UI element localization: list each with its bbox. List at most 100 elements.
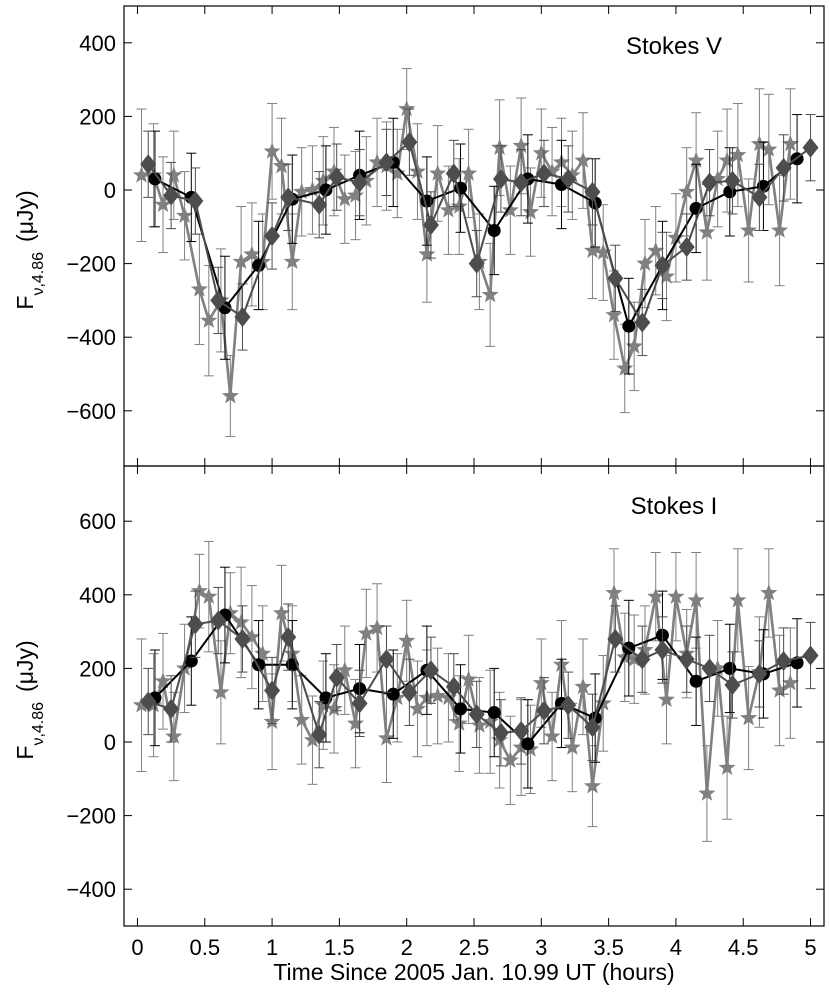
stokes-v-panel: −600 −400 −200 0 200 400 Stokes V: [66, 5, 825, 467]
data-point-diamond: [210, 610, 227, 631]
data-point-diamond: [140, 154, 157, 175]
data-point-star: [760, 584, 778, 601]
data-point-star: [771, 221, 789, 238]
y-tick-label: −400: [66, 325, 116, 350]
data-point-star: [605, 584, 623, 601]
data-point-diamond: [775, 651, 792, 672]
data-point-star: [272, 604, 291, 621]
data-point-star: [429, 687, 447, 704]
y-tick-label: −600: [66, 399, 116, 424]
data-point-circle: [689, 674, 703, 688]
data-point-star: [263, 142, 281, 159]
plot-area: [132, 68, 819, 438]
data-point-star: [574, 677, 592, 695]
data-point-diamond: [280, 187, 297, 208]
data-point-star: [532, 144, 550, 161]
data-point-star: [336, 190, 354, 207]
data-point-star: [325, 699, 343, 717]
data-point-circle: [622, 319, 636, 333]
data-point-star: [657, 267, 676, 284]
data-point-diamond: [445, 676, 462, 697]
data-point-diamond: [492, 168, 509, 189]
data-point-star: [781, 135, 799, 152]
data-point-star: [667, 228, 685, 246]
data-point-diamond: [536, 700, 552, 721]
x-axis-label: Time Since 2005 Jan. 10.99 UT (hours): [273, 959, 674, 985]
data-point-circle: [148, 172, 162, 186]
data-point-diamond: [401, 682, 418, 703]
data-point-diamond: [607, 268, 624, 289]
data-point-circle: [454, 702, 468, 716]
data-point-star: [272, 157, 291, 174]
data-point-diamond: [264, 680, 281, 701]
data-point-star: [543, 727, 561, 744]
y-axis-label-top: Fν,4.86 (μJy): [12, 190, 47, 309]
y-axis-label-sub: ν,4.86: [30, 702, 47, 746]
data-point-diamond: [328, 667, 345, 688]
stokes-i-panel: −400 −200 0 200 400 600 0 0.5 1 1.5 2 2.5 3 3.5 4 4.5 5 S…: [66, 465, 825, 960]
y-axis-label-unit: (μJy): [12, 640, 38, 692]
data-point-star: [200, 587, 218, 604]
data-point-star: [418, 245, 436, 262]
x-tick-label: 4: [670, 935, 682, 960]
data-point-star: [501, 201, 519, 218]
data-point-star: [481, 285, 499, 303]
data-point-star: [532, 674, 550, 691]
data-point-diamond: [163, 185, 180, 206]
data-point-diamond: [634, 312, 651, 333]
series-diamond: [140, 108, 819, 357]
x-tick-label: 5: [804, 935, 816, 960]
data-point-star: [563, 738, 581, 755]
data-point-circle: [386, 687, 400, 701]
data-point-diamond: [560, 168, 577, 189]
data-point-star: [636, 254, 654, 271]
data-point-star: [460, 670, 478, 687]
data-point-star: [368, 618, 386, 636]
data-point-star: [347, 186, 365, 203]
data-point-diamond: [311, 194, 328, 215]
data-point-star: [293, 182, 311, 200]
y-tick-label: 0: [104, 178, 116, 203]
data-point-diamond: [378, 649, 395, 670]
data-point-star: [470, 716, 488, 733]
data-point-star: [283, 252, 301, 269]
data-point-star: [314, 171, 332, 189]
y-tick-label: 600: [79, 509, 116, 534]
data-point-diamond: [468, 704, 485, 725]
data-point-diamond: [678, 649, 695, 670]
data-point-star: [232, 252, 250, 269]
data-point-diamond: [492, 722, 509, 743]
svg-text:Fν,4.86(μJy): Fν,4.86 (μJy): [12, 640, 47, 759]
data-point-star: [491, 138, 509, 155]
y-axis-label-sub: ν,4.86: [30, 252, 47, 296]
data-point-star: [594, 243, 612, 260]
data-point-diamond: [775, 157, 792, 178]
data-point-diamond: [328, 167, 345, 188]
data-point-star: [657, 690, 676, 707]
data-point-star: [132, 696, 151, 713]
data-point-star: [760, 140, 778, 157]
data-point-star: [750, 135, 768, 152]
data-point-diamond: [187, 191, 204, 212]
data-point-star: [165, 166, 183, 183]
y-tick-label: −200: [66, 252, 116, 277]
data-point-star: [512, 136, 530, 154]
data-point-diamond: [401, 132, 418, 153]
data-point-star: [583, 241, 601, 258]
data-point-diamond: [513, 172, 530, 193]
x-tick-label: 0.5: [189, 935, 220, 960]
data-point-star: [616, 359, 634, 376]
data-point-star: [678, 182, 696, 200]
data-point-star: [243, 628, 261, 645]
data-point-star: [398, 631, 416, 649]
data-point-star: [450, 197, 468, 214]
data-point-diamond: [584, 181, 601, 202]
data-point-star: [667, 587, 685, 604]
data-point-star: [687, 591, 705, 608]
data-point-star: [460, 164, 478, 181]
data-point-diamond: [187, 614, 204, 635]
series-star: [132, 540, 799, 842]
data-point-star: [709, 170, 727, 187]
y-axis-label-bottom: Fν,4.86 (μJy): [12, 640, 47, 759]
data-point-star: [501, 751, 519, 768]
